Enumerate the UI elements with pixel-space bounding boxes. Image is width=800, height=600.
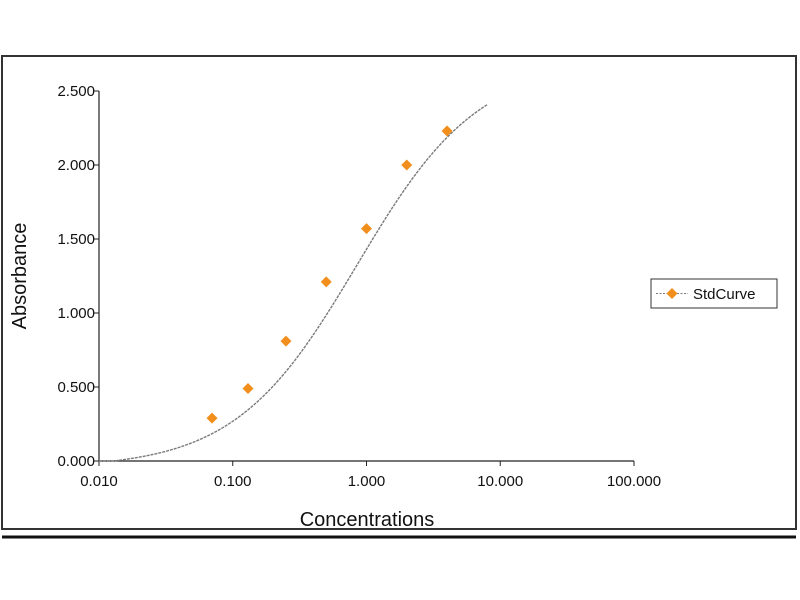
y-tick-label: 1.500: [57, 231, 95, 248]
data-point: [361, 223, 372, 235]
data-point: [242, 382, 254, 394]
data-points: [206, 125, 453, 424]
x-tick-label: 100.000: [607, 473, 661, 490]
x-tick-label: 0.100: [214, 473, 252, 490]
x-tick-label: 10.000: [477, 473, 523, 490]
x-tick-label: 0.010: [80, 473, 118, 490]
y-tick-label: 2.500: [57, 83, 95, 100]
y-tick-label: 0.500: [57, 379, 95, 396]
y-tick-label: 0.000: [57, 453, 95, 470]
y-axis-title: Absorbance: [9, 223, 31, 330]
data-point: [441, 125, 453, 137]
data-point: [280, 335, 292, 347]
legend: StdCurve: [650, 278, 778, 309]
legend-label: StdCurve: [693, 286, 756, 303]
legend-marker-diamond: [666, 288, 678, 299]
data-point: [320, 276, 332, 288]
x-tick-label: 1.000: [348, 473, 386, 490]
data-point: [401, 159, 413, 171]
data-point: [206, 412, 218, 424]
y-tick-label: 1.000: [57, 305, 95, 322]
fit-curve: [99, 104, 488, 462]
fit-curve-layer: [99, 104, 488, 462]
x-axis-title: Concentrations: [300, 509, 435, 531]
y-tick-label: 2.000: [57, 157, 95, 174]
axes: 0.010 0.100 1.000 10.000 100.000 0.000 0.500 1.…: [57, 83, 661, 490]
